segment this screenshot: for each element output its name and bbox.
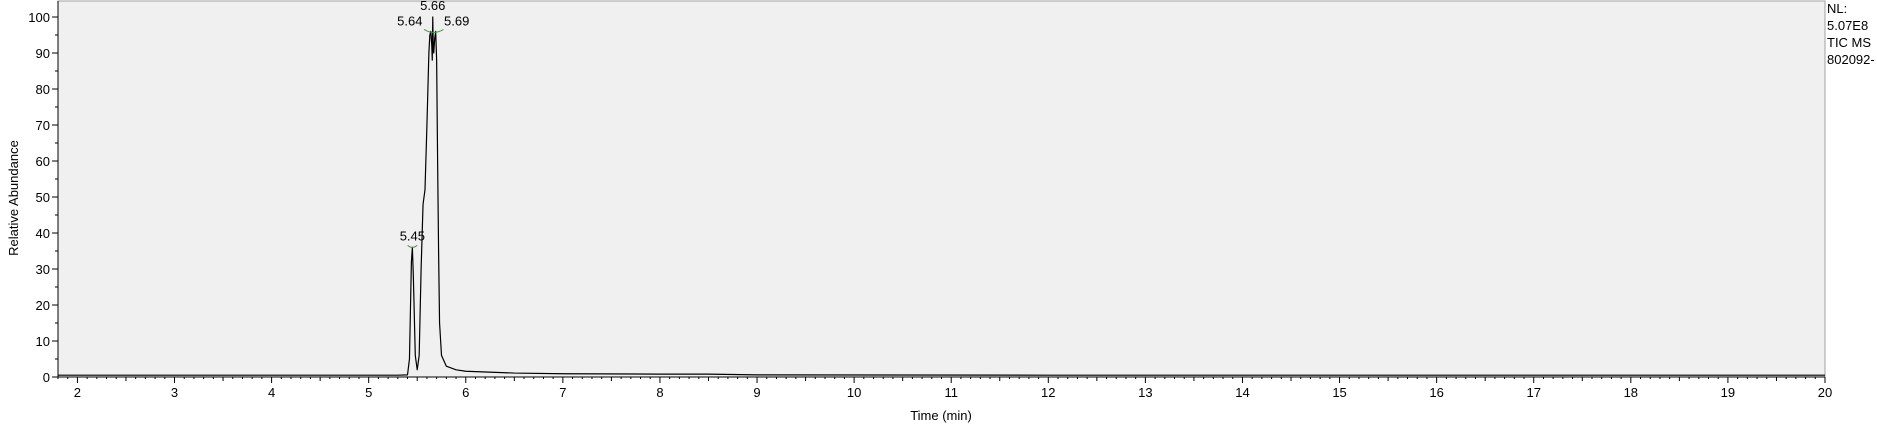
x-tick-label: 7 [559, 385, 566, 400]
series-layer [58, 16, 1825, 376]
x-tick-label: 12 [1041, 385, 1055, 400]
x-tick-label: 17 [1527, 385, 1541, 400]
x-tick-layer: 2 3 4 5 6 7 8 9 10 11 12 13 14 15 16 17 18 19 20 [57, 377, 1832, 400]
y-tick-label: 20 [36, 298, 50, 313]
y-tick-label: 50 [36, 190, 50, 205]
x-tick-label: 5 [365, 385, 372, 400]
y-tick-label: 10 [36, 334, 50, 349]
y-tick-label: 90 [36, 46, 50, 61]
x-tick-label: 4 [268, 385, 275, 400]
peak-label: 5.69 [444, 13, 469, 28]
normalization-value: 5.07E8 [1827, 18, 1869, 33]
y-axis-title: Relative Abundance [6, 140, 21, 256]
x-tick-label: 11 [944, 385, 958, 400]
peak-label: 5.45 [400, 228, 425, 243]
peak-label-layer: 5.45 5.645.665.69 [397, 0, 469, 248]
x-tick-label: 18 [1624, 385, 1638, 400]
y-tick-label: 70 [36, 118, 50, 133]
scan-filter-text: TIC MS [1827, 35, 1872, 50]
x-tick-label: 3 [171, 385, 178, 400]
y-tick-label: 60 [36, 154, 50, 169]
peak-label: 5.64 [397, 13, 422, 28]
x-tick-label: 6 [462, 385, 469, 400]
x-tick-label: 13 [1138, 385, 1152, 400]
plot-area [57, 0, 1826, 378]
x-tick-label: 15 [1332, 385, 1346, 400]
x-tick-label: 10 [847, 385, 861, 400]
x-tick-label: 2 [74, 385, 81, 400]
x-tick-label: 9 [753, 385, 760, 400]
peak-label: 5.66 [420, 0, 445, 13]
y-tick-layer: 0 10 20 30 40 50 60 70 80 90 100 [28, 10, 58, 385]
x-tick-label: 14 [1235, 385, 1249, 400]
y-tick-label: 80 [36, 82, 50, 97]
x-tick-label: 8 [656, 385, 663, 400]
y-tick-label: 40 [36, 226, 50, 241]
peak-marker-545 [407, 245, 418, 248]
series-line-0 [58, 16, 1825, 376]
y-tick-label: 100 [28, 10, 50, 25]
peak-marker-main [423, 28, 444, 33]
normalization-label: NL: [1827, 1, 1848, 16]
y-tick-label: 30 [36, 262, 50, 277]
file-name-text: 802092- [1827, 52, 1875, 67]
y-tick-label: 0 [43, 370, 50, 385]
x-tick-label: 20 [1818, 385, 1832, 400]
x-tick-label: 16 [1429, 385, 1443, 400]
x-tick-label: 19 [1721, 385, 1735, 400]
x-axis-title: Time (min) [910, 408, 972, 423]
